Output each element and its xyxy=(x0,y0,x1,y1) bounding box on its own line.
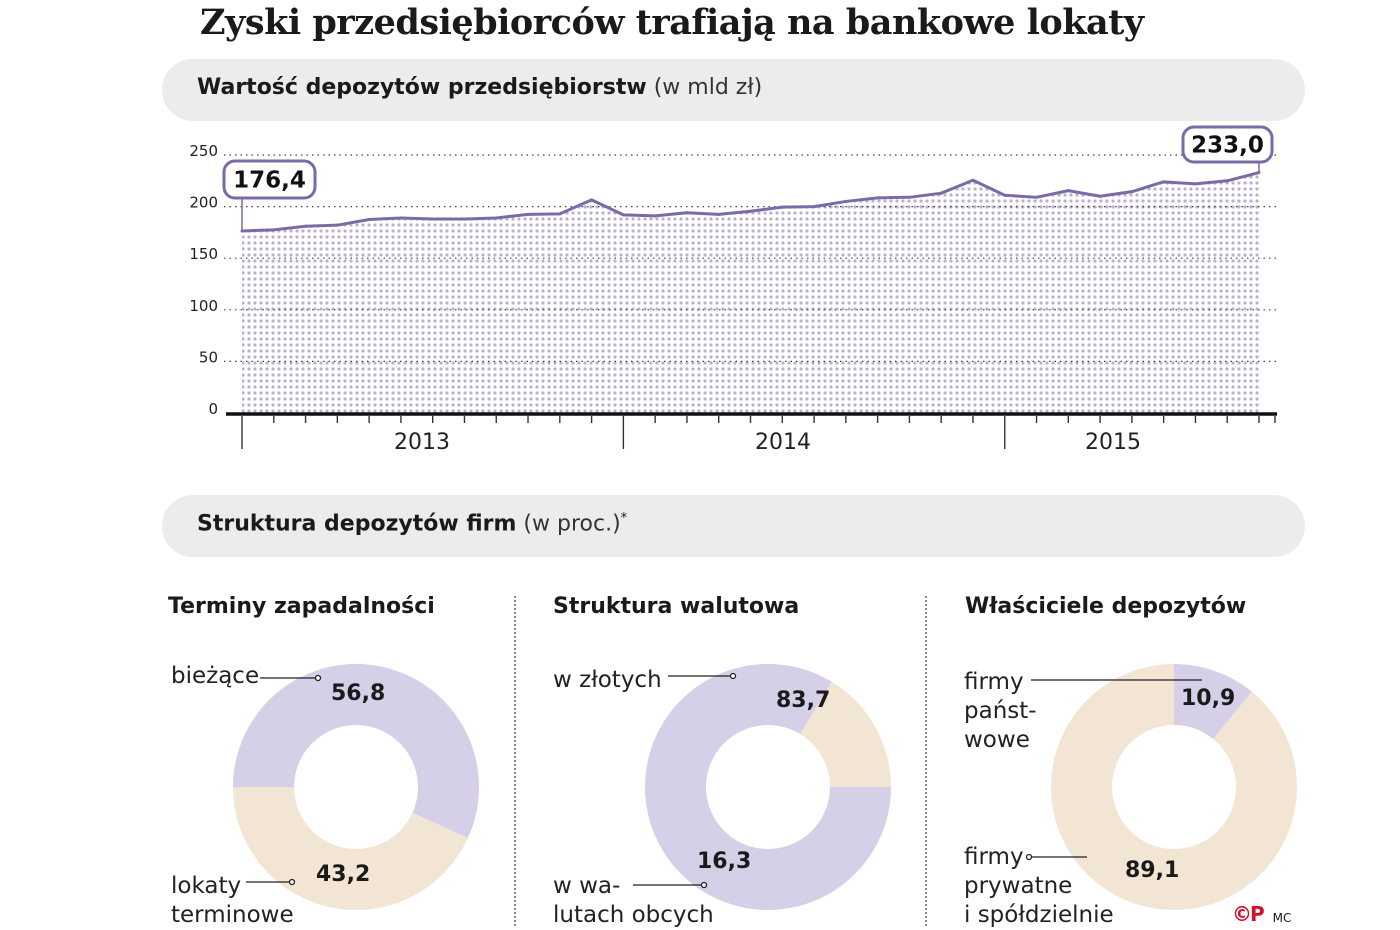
leader-dot xyxy=(288,878,296,886)
donut-title-maturity: Terminy zapadalności xyxy=(168,594,435,619)
x-year-label: 2015 xyxy=(1085,430,1141,455)
data-point xyxy=(1225,179,1229,183)
slice-value-label: 10,9 xyxy=(1181,686,1236,711)
author-initials: MC xyxy=(1272,910,1292,925)
data-point xyxy=(717,212,721,216)
column-divider xyxy=(925,596,927,926)
section-unit: (w proc.) xyxy=(523,511,621,537)
data-point xyxy=(1098,194,1102,198)
data-point xyxy=(494,216,498,220)
y-tick-label: 50 xyxy=(199,348,218,366)
category-label: w złotych xyxy=(553,667,662,693)
data-point xyxy=(272,228,276,232)
callout-box xyxy=(1181,125,1274,164)
section-label: Wartość depozytów przedsiębiorstw xyxy=(197,75,647,100)
end-value-label: 233,0 xyxy=(1191,133,1264,159)
y-tick-label: 200 xyxy=(189,194,218,212)
data-point xyxy=(462,217,466,221)
start-value-label: 176,4 xyxy=(233,168,306,194)
data-point xyxy=(304,224,308,228)
data-point xyxy=(876,196,880,200)
area-fill xyxy=(242,172,1259,413)
slice-value-label: 89,1 xyxy=(1125,858,1180,883)
leader-dot xyxy=(700,881,708,889)
donut-title-owners: Właściciele depozytów xyxy=(965,594,1247,619)
data-point xyxy=(590,198,594,202)
data-point xyxy=(1003,193,1007,197)
slice-value-label: 56,8 xyxy=(331,681,386,706)
section-label: Struktura depozytów firm xyxy=(197,511,517,537)
x-year-label: 2013 xyxy=(394,430,450,455)
donut-slice xyxy=(644,664,891,910)
data-point xyxy=(399,216,403,220)
donut-slice xyxy=(1174,664,1252,739)
category-label: firmy prywatne i spółdzielnie xyxy=(964,844,1114,928)
data-point xyxy=(971,178,975,182)
y-tick-label: 0 xyxy=(208,400,218,418)
slice-value-label: 43,2 xyxy=(316,862,371,887)
line-chart: 0 50 100 150 200 250 2013 2014 2015 176,4 233,0 xyxy=(189,125,1278,455)
data-point xyxy=(749,209,752,213)
publisher-logo: ©P xyxy=(1232,902,1265,926)
data-point xyxy=(1035,195,1039,199)
data-point xyxy=(367,218,371,221)
section-unit: (w mld zł) xyxy=(653,75,763,100)
category-label: lokaty terminowe xyxy=(171,873,294,928)
category-label: bieżące xyxy=(171,663,260,689)
data-point xyxy=(621,213,625,217)
y-tick-label: 100 xyxy=(189,297,218,315)
data-point xyxy=(335,223,339,227)
callout-box xyxy=(222,159,317,200)
section-header-deposit-value: Wartość depozytów przedsiębiorstw (w mld… xyxy=(162,59,1305,121)
category-label: firmy państ-wowe xyxy=(964,669,1037,753)
y-tick-label: 250 xyxy=(189,142,218,160)
data-point xyxy=(1193,182,1197,186)
data-point xyxy=(1130,190,1134,194)
section-header-structure: Struktura depozytów firm (w proc.)* xyxy=(162,495,1305,557)
donut-slice xyxy=(1050,664,1297,910)
page-title: Zyski przedsiębiorców trafiają na bankow… xyxy=(200,2,1144,43)
slice-value-label: 16,3 xyxy=(697,849,752,874)
category-label: w wa-lutach obcych xyxy=(553,873,714,928)
slice-value-label: 83,7 xyxy=(776,688,831,713)
data-point xyxy=(1162,180,1166,184)
x-year-label: 2014 xyxy=(755,430,811,455)
data-point xyxy=(558,212,562,216)
data-point xyxy=(812,205,816,209)
donut-title-currency: Struktura walutowa xyxy=(553,594,800,619)
data-point xyxy=(1066,189,1070,193)
data-point xyxy=(907,195,911,199)
leader-dot xyxy=(729,672,737,680)
column-divider xyxy=(514,596,516,926)
y-tick-label: 150 xyxy=(189,245,218,263)
data-point xyxy=(685,211,689,215)
footnote-mark: * xyxy=(620,511,628,526)
leader-dot xyxy=(314,674,322,682)
data-point xyxy=(780,205,784,209)
data-point xyxy=(939,191,943,195)
credit: ©P MC xyxy=(1232,902,1291,926)
leader-dot xyxy=(1025,853,1033,861)
data-point xyxy=(844,199,848,203)
donut-slice xyxy=(233,663,480,838)
data-point xyxy=(653,214,657,218)
donut-slice xyxy=(800,681,891,787)
data-point xyxy=(526,212,530,216)
data-point xyxy=(431,217,435,221)
